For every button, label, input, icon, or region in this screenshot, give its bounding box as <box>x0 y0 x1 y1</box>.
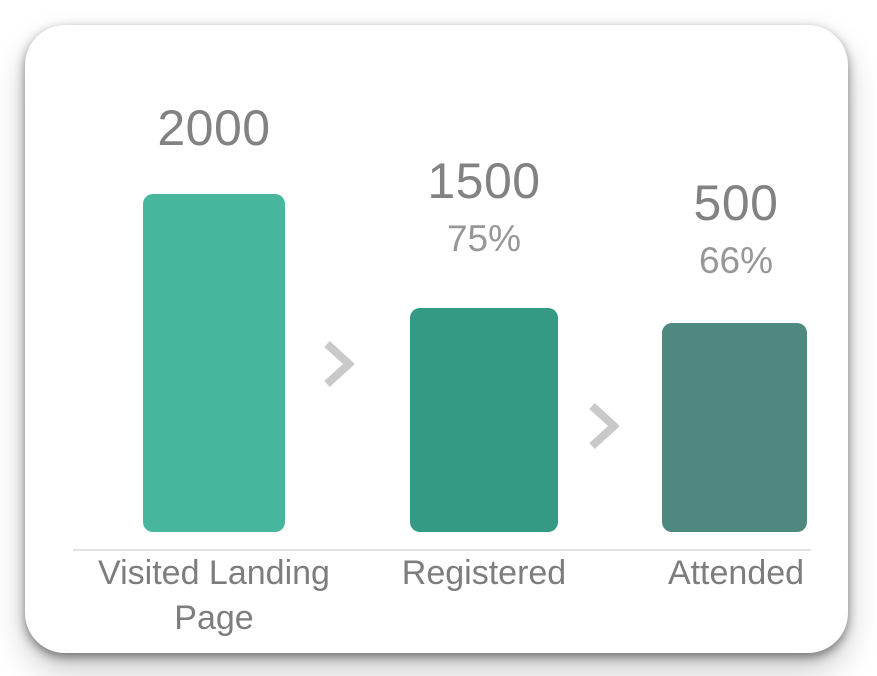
stage-value-label: 1500 <box>427 153 541 209</box>
funnel-bar-attended <box>662 323 807 532</box>
funnel-chart-card: 2000 1500 75% 500 66% Visited Landing Pa… <box>25 25 848 653</box>
stage-percent-label: 75% <box>446 218 522 259</box>
chevron-right-icon <box>589 403 619 449</box>
axis-baseline <box>73 549 811 551</box>
stage-value-label: 2000 <box>157 100 271 156</box>
stage-value-label: 500 <box>693 175 779 231</box>
funnel-bar-visited-landing-page <box>143 194 285 532</box>
stage-category-label: Registered <box>401 554 567 592</box>
chevron-right-icon <box>324 341 354 387</box>
funnel-bar-registered <box>410 308 558 532</box>
stage-category-label: Attended <box>667 554 805 592</box>
stage-category-label: Visited Landing Page <box>98 554 340 637</box>
stage-percent-label: 66% <box>698 240 774 281</box>
